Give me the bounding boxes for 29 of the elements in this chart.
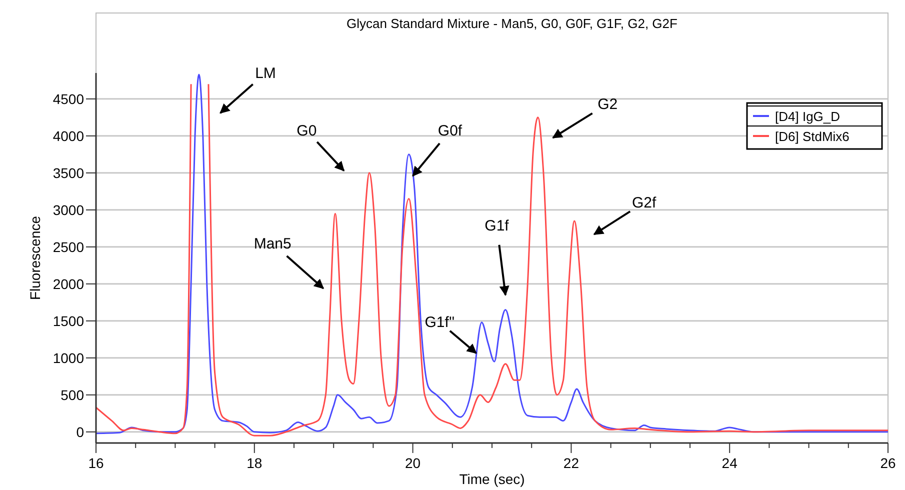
- y-tick-label: 500: [60, 386, 84, 403]
- y-tick-label: 1500: [52, 312, 84, 329]
- legend-label: [D4] IgG_D: [775, 109, 840, 124]
- x-axis-title: Time (sec): [459, 471, 525, 487]
- y-tick-label: 0: [76, 424, 84, 440]
- annotation: Man5: [254, 235, 292, 252]
- y-tick-label: 2000: [52, 276, 84, 292]
- legend-label: [D6] StdMix6: [775, 129, 850, 144]
- annotation: G2f: [632, 194, 657, 212]
- annotation: G0: [296, 122, 317, 140]
- y-tick-label: 2500: [52, 238, 84, 255]
- y-tick-label: 1000: [52, 350, 84, 366]
- x-tick-label: 22: [563, 455, 580, 471]
- x-tick-label: 20: [405, 455, 421, 471]
- x-tick-label: 26: [880, 455, 896, 471]
- y-tick-label: 4000: [52, 128, 84, 144]
- x-tick-label: 16: [88, 455, 104, 471]
- x-tick-label: 24: [722, 455, 738, 471]
- x-tick-label: 18: [246, 455, 262, 471]
- annotation: G2: [598, 96, 618, 113]
- annotation: G1f'': [424, 314, 455, 332]
- annotation: G0f: [438, 122, 463, 140]
- annotation: G1f: [484, 217, 510, 234]
- annotation: LM: [255, 65, 276, 82]
- y-tick-label: 4500: [52, 90, 84, 107]
- chart-title: Glycan Standard Mixture - Man5, G0, G0F, G1F, G2, G2F: [346, 16, 678, 31]
- y-tick-label: 3500: [52, 164, 84, 181]
- y-axis-title: Fluorescence: [27, 216, 43, 300]
- y-tick-label: 3000: [52, 202, 84, 218]
